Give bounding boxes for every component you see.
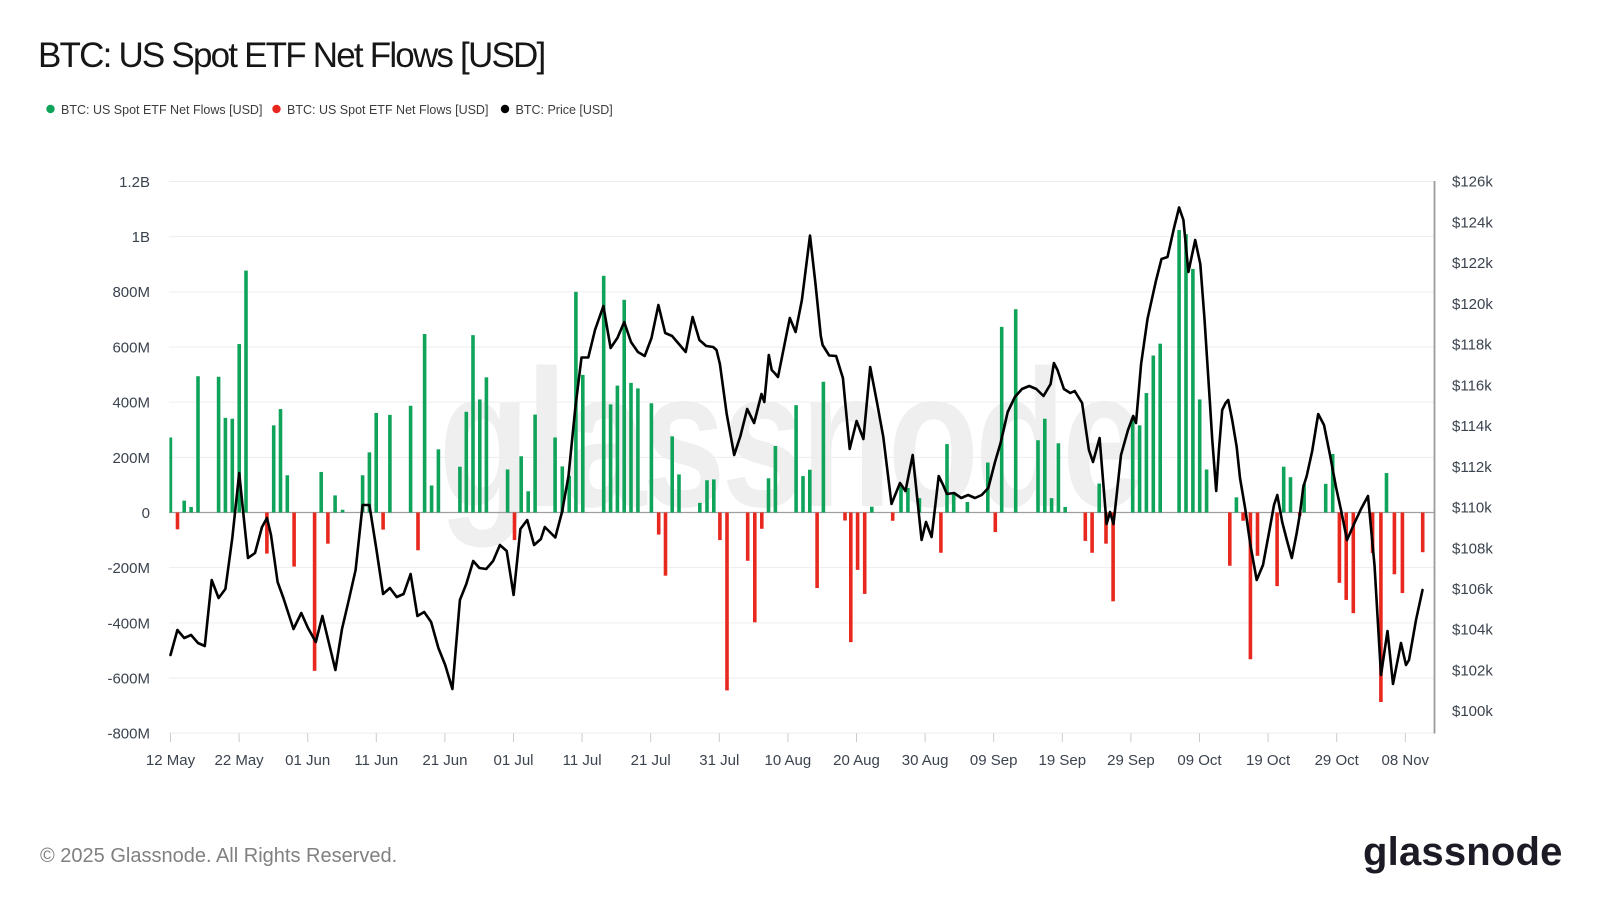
svg-text:1.2B: 1.2B [119,174,150,191]
svg-text:21 Jun: 21 Jun [422,752,467,769]
svg-text:$100k: $100k [1452,703,1493,720]
svg-text:$120k: $120k [1452,296,1493,313]
svg-text:$114k: $114k [1452,418,1492,435]
svg-text:$106k: $106k [1452,581,1493,598]
svg-text:$116k: $116k [1452,377,1492,394]
svg-text:-200M: -200M [107,560,150,577]
svg-text:BTC: US Spot ETF Net Flows [US: BTC: US Spot ETF Net Flows [USD] [61,103,262,117]
svg-text:19 Oct: 19 Oct [1246,752,1291,769]
svg-text:BTC: US Spot ETF Net Flows [US: BTC: US Spot ETF Net Flows [USD] [287,103,488,117]
svg-text:-400M: -400M [107,615,150,632]
svg-text:600M: 600M [112,339,150,356]
svg-text:22 May: 22 May [214,752,264,769]
svg-text:glassnode: glassnode [439,329,1141,547]
svg-text:29 Sep: 29 Sep [1107,752,1155,769]
svg-text:31 Jul: 31 Jul [699,752,739,769]
svg-text:$118k: $118k [1452,337,1492,354]
svg-text:10 Aug: 10 Aug [765,752,812,769]
svg-text:400M: 400M [112,395,150,412]
svg-text:11 Jul: 11 Jul [563,752,602,769]
svg-text:$124k: $124k [1452,214,1493,231]
svg-text:$102k: $102k [1452,663,1493,680]
svg-text:$110k: $110k [1452,500,1492,517]
svg-text:12 May: 12 May [146,752,196,769]
svg-text:29 Oct: 29 Oct [1315,752,1360,769]
svg-text:$122k: $122k [1452,255,1493,272]
svg-text:200M: 200M [112,450,150,467]
svg-text:01 Jun: 01 Jun [285,752,330,769]
svg-text:$104k: $104k [1452,622,1493,639]
svg-text:BTC: US Spot ETF Net Flows [US: BTC: US Spot ETF Net Flows [USD] [38,36,544,75]
svg-text:© 2025 Glassnode. All Rights R: © 2025 Glassnode. All Rights Reserved. [40,845,397,867]
svg-text:800M: 800M [112,284,150,301]
svg-text:-600M: -600M [107,670,150,687]
svg-text:BTC: Price [USD]: BTC: Price [USD] [516,103,613,117]
svg-text:09 Sep: 09 Sep [970,752,1018,769]
svg-text:1B: 1B [132,229,150,246]
svg-text:08 Nov: 08 Nov [1382,752,1430,769]
svg-text:19 Sep: 19 Sep [1039,752,1087,769]
svg-text:09 Oct: 09 Oct [1177,752,1222,769]
svg-text:20 Aug: 20 Aug [833,752,880,769]
svg-text:01 Jul: 01 Jul [493,752,533,769]
svg-text:$108k: $108k [1452,540,1493,557]
svg-text:11 Jun: 11 Jun [354,752,398,769]
svg-text:glassnode: glassnode [1363,830,1563,874]
svg-text:0: 0 [142,505,150,522]
svg-text:30 Aug: 30 Aug [902,752,949,769]
svg-text:$126k: $126k [1452,174,1493,191]
svg-text:$112k: $112k [1452,459,1492,476]
svg-text:21 Jul: 21 Jul [631,752,671,769]
svg-text:-800M: -800M [107,726,150,743]
